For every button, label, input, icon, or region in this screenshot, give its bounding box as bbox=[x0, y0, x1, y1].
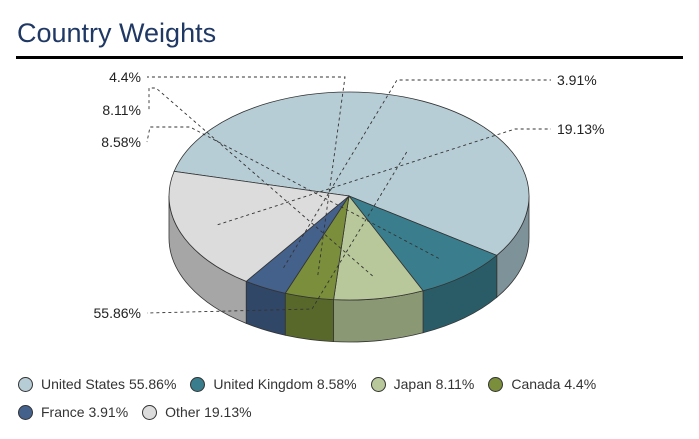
legend-swatch bbox=[370, 376, 386, 392]
pie-side-group bbox=[168, 195, 530, 343]
legend-item-other[interactable]: Other 19.13% bbox=[142, 404, 252, 420]
legend-label: Other 19.13% bbox=[165, 404, 252, 420]
leader-line bbox=[283, 79, 551, 268]
data-label-united-states: 55.86% bbox=[94, 305, 141, 321]
legend-swatch bbox=[18, 376, 33, 392]
legend-item-united-states[interactable]: United States 55.86% bbox=[18, 376, 176, 392]
pie-slice-other[interactable] bbox=[168, 170, 350, 282]
leader-line bbox=[147, 76, 346, 276]
legend-swatch bbox=[190, 376, 206, 392]
pie-slice-united-kingdom[interactable] bbox=[347, 195, 498, 292]
legend-row: France 3.91% Other 19.13% bbox=[18, 398, 678, 426]
legend-row: United States 55.86% United Kingdom 8.58%… bbox=[18, 370, 678, 398]
legend-label: United States 55.86% bbox=[41, 376, 177, 392]
data-label-united-kingdom: 8.58% bbox=[101, 134, 141, 150]
legend-swatch bbox=[18, 404, 33, 420]
legend-item-france[interactable]: France 3.91% bbox=[18, 404, 128, 420]
chart-legend: United States 55.86% United Kingdom 8.58%… bbox=[18, 370, 678, 426]
title-divider bbox=[16, 56, 683, 59]
leader-line bbox=[146, 126, 439, 259]
leader-line bbox=[146, 151, 408, 314]
legend-label: Japan 8.11% bbox=[393, 376, 475, 392]
legend-label: United Kingdom 8.58% bbox=[213, 376, 357, 392]
data-label-france: 3.91% bbox=[557, 72, 597, 88]
pie-side-canada bbox=[284, 292, 335, 343]
chart-title: Country Weights bbox=[17, 18, 217, 48]
legend-label: France 3.91% bbox=[41, 404, 129, 420]
legend-item-united-kingdom[interactable]: United Kingdom 8.58% bbox=[190, 376, 357, 392]
pie-label-group: 55.86% 8.58% 8.11% 4.4% 3.91% 19.13% bbox=[94, 69, 605, 321]
legend-label: Canada 4.4% bbox=[511, 376, 597, 392]
legend-swatch bbox=[142, 404, 158, 420]
pie-slice-japan[interactable] bbox=[333, 195, 424, 301]
data-label-other: 19.13% bbox=[557, 121, 604, 137]
data-label-canada: 4.4% bbox=[109, 69, 141, 85]
pie-slice-group bbox=[168, 91, 530, 301]
pie-chart: 55.86% 8.58% 8.11% 4.4% 3.91% 19.13% bbox=[94, 69, 605, 343]
legend-item-japan[interactable]: Japan 8.11% bbox=[370, 376, 475, 392]
leader-line bbox=[217, 128, 551, 226]
data-label-japan: 8.11% bbox=[102, 102, 141, 118]
legend-swatch bbox=[488, 376, 504, 392]
pie-slice-united-states[interactable] bbox=[173, 91, 530, 256]
legend-item-canada[interactable]: Canada 4.4% bbox=[488, 376, 596, 392]
